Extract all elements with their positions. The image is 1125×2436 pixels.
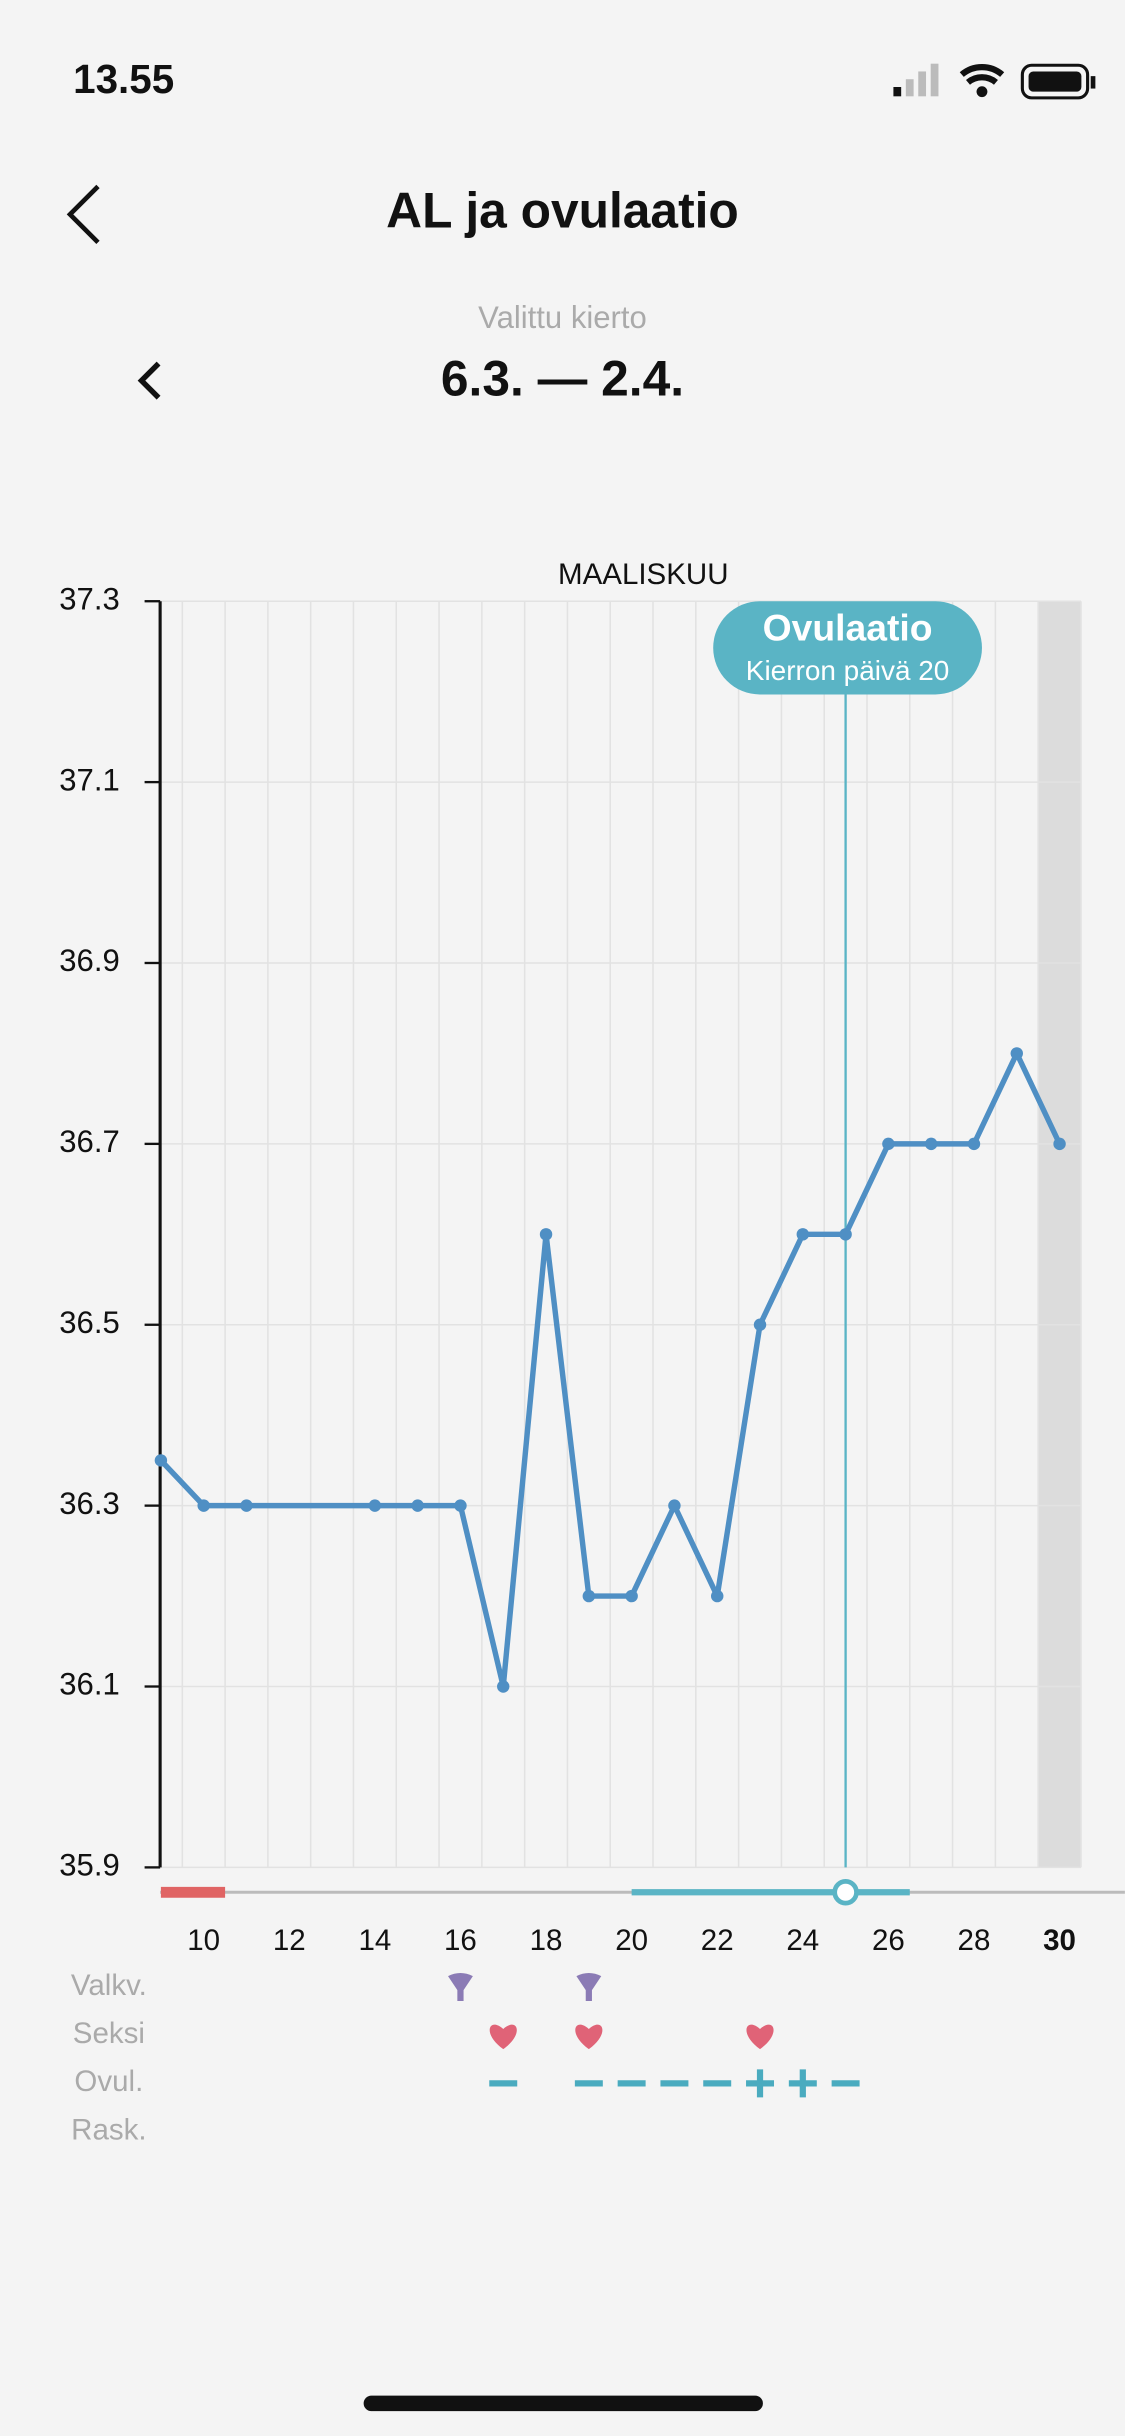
temperature-point bbox=[539, 1228, 553, 1241]
temperature-point bbox=[154, 1454, 168, 1467]
x-tick-label: 26 bbox=[872, 1924, 905, 1957]
month-label: MAALISKUU bbox=[558, 558, 729, 591]
temperature-point bbox=[625, 1589, 638, 1603]
temperature-point bbox=[753, 1318, 767, 1331]
x-tick-label: 24 bbox=[786, 1924, 819, 1957]
temperature-point bbox=[924, 1137, 938, 1151]
x-tick-label: 10 bbox=[187, 1924, 220, 1957]
heart-icon bbox=[575, 2024, 603, 2050]
temperature-point bbox=[240, 1499, 253, 1512]
temperature-point bbox=[1053, 1137, 1066, 1151]
temperature-point bbox=[796, 1228, 810, 1241]
discharge-icon bbox=[448, 1973, 473, 2001]
ovulation-label: Ovulaatio bbox=[763, 607, 933, 649]
temperature-point bbox=[711, 1589, 724, 1603]
temperature-point bbox=[1010, 1047, 1023, 1060]
x-tick-label: 22 bbox=[701, 1924, 734, 1957]
status-time: 13.55 bbox=[73, 56, 174, 102]
row-label: Ovul. bbox=[74, 2065, 143, 2098]
x-tick-label: 20 bbox=[615, 1924, 648, 1957]
temperature-point bbox=[197, 1499, 210, 1512]
heart-icon bbox=[489, 2024, 517, 2050]
x-tick-label: 12 bbox=[273, 1924, 306, 1957]
temperature-point bbox=[967, 1137, 981, 1151]
home-indicator bbox=[363, 2395, 763, 2412]
y-tick-label: 35.9 bbox=[59, 1848, 119, 1883]
y-tick-label: 36.3 bbox=[59, 1486, 119, 1521]
y-tick-label: 36.1 bbox=[59, 1667, 119, 1702]
ovulation-sublabel: Kierron päivä 20 bbox=[746, 655, 950, 686]
y-tick-label: 37.1 bbox=[59, 762, 119, 797]
page-title: AL ja ovulaatio bbox=[386, 183, 739, 239]
x-tick-label: 30 bbox=[1043, 1924, 1076, 1957]
back-button[interactable] bbox=[66, 184, 100, 245]
row-label: Valkv. bbox=[71, 1969, 147, 2002]
positive-test bbox=[788, 2069, 817, 2098]
cycle-label: Valittu kierto bbox=[478, 300, 647, 335]
previous-cycle[interactable] bbox=[137, 361, 161, 400]
temperature-point bbox=[454, 1499, 467, 1512]
row-label: Rask. bbox=[71, 2113, 146, 2146]
positive-test bbox=[746, 2069, 774, 2098]
temperature-line bbox=[158, 1050, 1063, 1690]
today-column bbox=[1038, 601, 1081, 1868]
temperature-point bbox=[497, 1680, 510, 1693]
y-tick-label: 37.3 bbox=[59, 581, 119, 616]
heart-icon bbox=[746, 2024, 774, 2050]
x-tick-label: 14 bbox=[358, 1924, 391, 1957]
x-tick-label: 28 bbox=[958, 1924, 991, 1957]
y-tick-label: 36.7 bbox=[59, 1124, 119, 1159]
temperature-point bbox=[411, 1499, 424, 1512]
temperature-point bbox=[882, 1137, 895, 1151]
y-tick-label: 36.5 bbox=[59, 1305, 119, 1340]
temperature-point bbox=[582, 1589, 596, 1603]
ovulation-badge bbox=[713, 601, 982, 695]
ovulation-dot bbox=[832, 1879, 859, 1906]
y-tick-label: 36.9 bbox=[59, 943, 119, 978]
discharge-icon bbox=[576, 1973, 602, 2001]
temperature-point bbox=[839, 1228, 852, 1241]
chart: 35.9 36.1 36.3 36.5 36.7 36.9 37.1 37.3 MAALISKU… bbox=[59, 558, 1125, 2146]
cycle-range: 6.3. — 2.4. bbox=[441, 350, 684, 406]
x-tick-label: 18 bbox=[530, 1924, 563, 1957]
temperature-point bbox=[668, 1499, 681, 1512]
temperature-point bbox=[368, 1499, 382, 1512]
row-label: Seksi bbox=[73, 2017, 145, 2050]
status-icons bbox=[893, 63, 1096, 100]
x-tick-label: 16 bbox=[444, 1924, 477, 1957]
